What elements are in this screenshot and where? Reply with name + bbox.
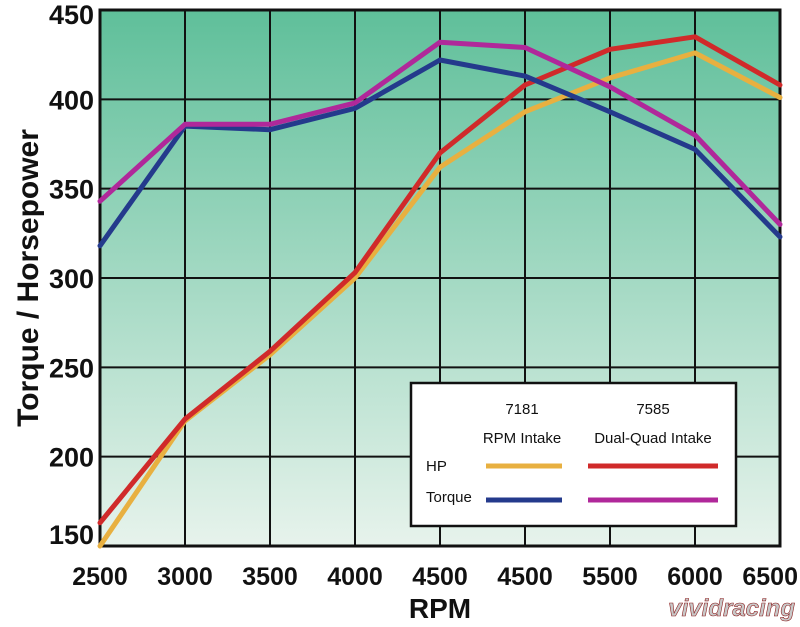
y-axis-label: Torque / Horsepower — [12, 129, 45, 427]
legend-row-torque-label: Torque — [426, 489, 472, 506]
legend: 7181 RPM Intake 7585 Dual-Quad Intake HP… — [409, 381, 738, 528]
series-7585-torque-line — [97, 39, 783, 227]
legend-row-hp-label: HP — [426, 458, 447, 475]
x-axis-label: RPM — [409, 593, 471, 624]
legend-col2-header-line2: Dual-Quad Intake — [594, 430, 712, 447]
series-7181-torque-line — [97, 57, 783, 249]
x-tick-label: 6500 — [742, 563, 798, 591]
x-tick-label: 3000 — [157, 563, 213, 591]
x-axis-ticks: 2500 3000 3500 4000 4500 4500 5500 6000 6500 — [72, 563, 798, 591]
legend-col2-header-line1: 7585 — [636, 401, 669, 418]
y-tick-label: 350 — [49, 175, 94, 205]
y-tick-label: 300 — [49, 264, 94, 294]
y-tick-label: 150 — [49, 520, 94, 550]
x-tick-label: 2500 — [72, 563, 128, 591]
series — [97, 34, 783, 549]
y-tick-label: 250 — [49, 353, 94, 383]
y-tick-label: 400 — [49, 85, 94, 115]
watermark: vividracing — [668, 595, 795, 622]
y-axis-ticks: 150 200 250 300 350 400 450 — [49, 0, 94, 550]
y-tick-label: 450 — [49, 0, 94, 30]
y-tick-label: 200 — [49, 443, 94, 473]
x-tick-label: 5500 — [582, 563, 638, 591]
x-tick-label: 4500 — [497, 563, 553, 591]
x-tick-label: 3500 — [242, 563, 298, 591]
plot-frame — [98, 8, 782, 548]
series-7585-hp-line — [97, 34, 783, 526]
x-tick-label: 4500 — [412, 563, 468, 591]
legend-col1-header-line1: 7181 — [505, 401, 538, 418]
x-tick-label: 6000 — [667, 563, 723, 591]
legend-col1-header-line2: RPM Intake — [483, 430, 561, 447]
x-tick-label: 4000 — [327, 563, 383, 591]
